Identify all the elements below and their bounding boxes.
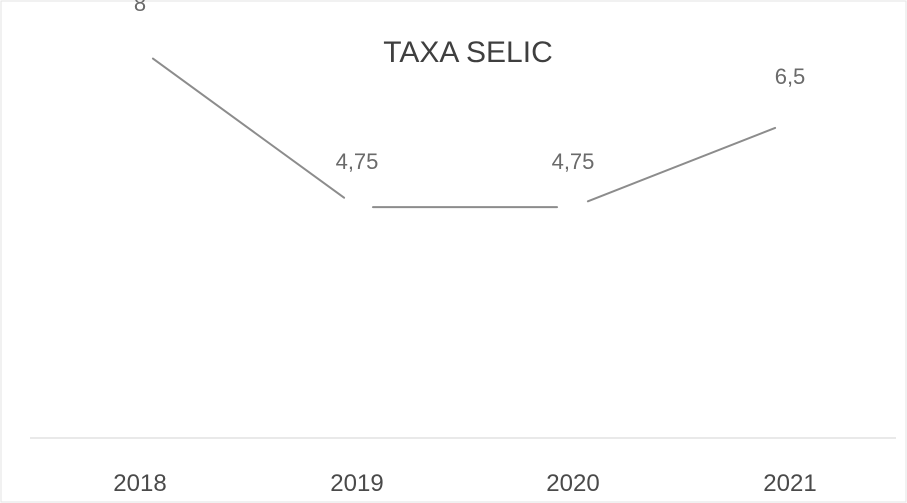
data-label: 4,75 [336, 149, 379, 174]
x-tick-label: 2018 [113, 470, 166, 497]
data-label: 4,75 [552, 149, 595, 174]
series-line-segment [586, 126, 777, 203]
data-label: 8 [134, 0, 146, 16]
x-tick-label: 2021 [763, 470, 816, 497]
chart-marks: 8 4,75 4,75 6,5 2018 2019 2020 2021 [113, 0, 816, 497]
x-tick-label: 2019 [330, 470, 383, 497]
series-line-segment [151, 57, 346, 199]
x-tick-label: 2020 [546, 470, 599, 497]
data-label: 6,5 [775, 64, 806, 89]
chart-title: TAXA SELIC [383, 36, 553, 69]
